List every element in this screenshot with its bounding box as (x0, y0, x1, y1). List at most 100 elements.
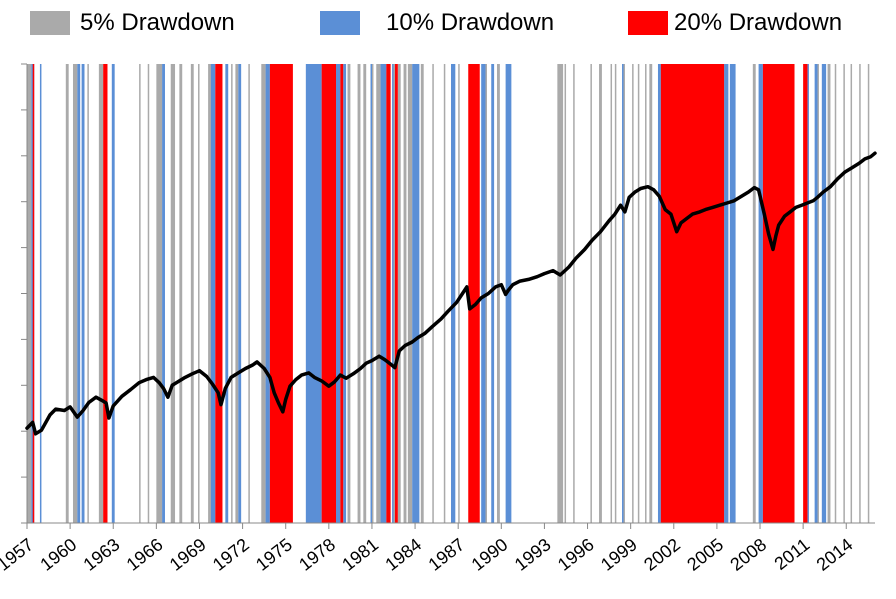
drawdown-band-5pct-2 (72, 64, 78, 523)
drawdown-band-5pct-48 (834, 64, 837, 523)
drawdown-band-5pct-13 (231, 64, 233, 523)
drawdown-band-5pct-6 (147, 64, 150, 523)
drawdown-band-10pct-25 (729, 64, 736, 523)
drawdown-band-10pct-11 (336, 64, 341, 523)
drawdown-band-5pct-33 (557, 64, 564, 523)
drawdown-band-5pct-47 (827, 64, 831, 523)
x-tick-label-1990: 1990 (468, 534, 512, 574)
legend-label-10pct: 10% Drawdown (386, 9, 555, 36)
drawdown-band-10pct-12 (343, 64, 347, 523)
drawdown-band-20pct-2 (215, 64, 223, 523)
chart-axes (21, 63, 875, 529)
drawdown-band-20pct-11 (803, 64, 808, 523)
drawdown-band-5pct-40 (623, 64, 625, 523)
legend-label-5pct: 5% Drawdown (80, 9, 235, 36)
x-tick-label-2005: 2005 (683, 534, 727, 574)
drawdown-band-10pct-16 (412, 64, 420, 523)
x-tick-label-1987: 1987 (425, 534, 469, 574)
x-tick-label-1975: 1975 (252, 534, 296, 574)
drawdown-band-5pct-26 (407, 64, 413, 523)
drawdown-band-5pct-20 (363, 64, 367, 523)
legend-swatch-gray (30, 11, 70, 35)
drawdown-band-5pct-7 (156, 64, 163, 523)
x-tick-label-1963: 1963 (80, 534, 124, 574)
drawdown-band-5pct-18 (347, 64, 351, 523)
drawdown-band-10pct-20 (491, 64, 495, 523)
drawdown-band-5pct-1 (65, 64, 69, 523)
drawdown-band-10pct-13 (370, 64, 373, 523)
drawdown-band-5pct-29 (443, 64, 446, 523)
drawdown-band-20pct-6 (386, 64, 391, 523)
drawdown-band-20pct-3 (269, 64, 293, 523)
drawdown-band-5pct-15 (248, 64, 250, 523)
drawdown-band-5pct-8 (170, 64, 176, 523)
drawdown-bands (27, 64, 870, 523)
drawdown-band-5pct-12 (208, 64, 211, 523)
drawdown-band-10pct-6 (210, 64, 216, 523)
drawdown-band-20pct-4 (321, 64, 337, 523)
x-tick-label-2008: 2008 (726, 534, 770, 574)
drawdown-band-20pct-7 (394, 64, 398, 523)
drawdown-band-5pct-38 (610, 64, 613, 523)
drawdown-band-5pct-49 (843, 64, 845, 523)
drawdown-band-20pct-0 (32, 64, 35, 523)
drawdown-band-10pct-19 (481, 64, 486, 523)
legend-item-20pct: 20% Drawdown (628, 6, 842, 40)
drawdown-band-10pct-10 (305, 64, 322, 523)
drawdown-band-10pct-14 (380, 64, 387, 523)
drawdown-band-5pct-14 (235, 64, 239, 523)
drawdown-band-5pct-16 (261, 64, 266, 523)
legend-item-10pct: 10% Drawdown (320, 6, 554, 40)
drawdown-band-10pct-2 (77, 64, 81, 523)
drawdown-band-5pct-23 (393, 64, 396, 523)
x-tick-label-1972: 1972 (209, 534, 253, 574)
drawdown-band-10pct-26 (758, 64, 763, 523)
drawdown-band-5pct-34 (564, 64, 567, 523)
drawdown-band-5pct-9 (179, 64, 183, 523)
drawdown-band-5pct-52 (867, 64, 870, 523)
drawdown-band-10pct-5 (162, 64, 165, 523)
price-line-layer (25, 151, 877, 436)
drawdown-band-5pct-28 (432, 64, 434, 523)
drawdown-band-5pct-11 (198, 64, 200, 523)
x-tick-label-1978: 1978 (295, 534, 339, 574)
drawdown-band-10pct-22 (622, 64, 624, 523)
drawdown-band-5pct-21 (371, 64, 374, 523)
x-tick-label-1996: 1996 (554, 534, 598, 574)
x-tick-label-1960: 1960 (36, 534, 80, 574)
drawdown-band-5pct-50 (850, 64, 853, 523)
x-tick-label-1984: 1984 (381, 534, 425, 574)
drawdown-band-10pct-9 (265, 64, 270, 523)
drawdown-band-10pct-21 (505, 64, 512, 523)
drawdown-band-10pct-3 (81, 64, 85, 523)
drawdown-band-5pct-0 (27, 64, 32, 523)
drawdown-band-10pct-24 (724, 64, 729, 523)
drawdown-band-5pct-5 (139, 64, 141, 523)
drawdown-band-10pct-15 (392, 64, 394, 523)
drawdown-band-5pct-41 (632, 64, 634, 523)
drawdown-band-5pct-25 (403, 64, 407, 523)
price-series-line (25, 151, 877, 436)
x-tick-label-1981: 1981 (338, 534, 382, 574)
legend-swatch-blue (320, 11, 360, 35)
drawdown-band-10pct-23 (657, 64, 661, 523)
drawdown-band-5pct-44 (649, 64, 653, 523)
legend-label-20pct: 20% Drawdown (674, 9, 843, 36)
x-tick-label-2014: 2014 (813, 534, 857, 574)
drawdown-band-5pct-45 (752, 64, 756, 523)
drawdown-band-5pct-32 (496, 64, 500, 523)
drawdown-band-10pct-8 (238, 64, 242, 523)
drawdown-band-10pct-28 (814, 64, 818, 523)
drawdown-band-20pct-1 (103, 64, 108, 523)
drawdown-band-10pct-29 (821, 64, 827, 523)
drawdown-band-5pct-19 (357, 64, 361, 523)
drawdown-band-10pct-4 (111, 64, 115, 523)
x-tick-label-1966: 1966 (123, 534, 167, 574)
drawdown-band-5pct-42 (637, 64, 640, 523)
x-tick-label-1957: 1957 (0, 534, 37, 574)
x-tick-label-1969: 1969 (166, 534, 210, 574)
drawdown-band-5pct-4 (98, 64, 104, 523)
drawdown-band-5pct-43 (645, 64, 647, 523)
drawdown-band-5pct-30 (458, 64, 460, 523)
x-tick-label-2002: 2002 (640, 534, 684, 574)
